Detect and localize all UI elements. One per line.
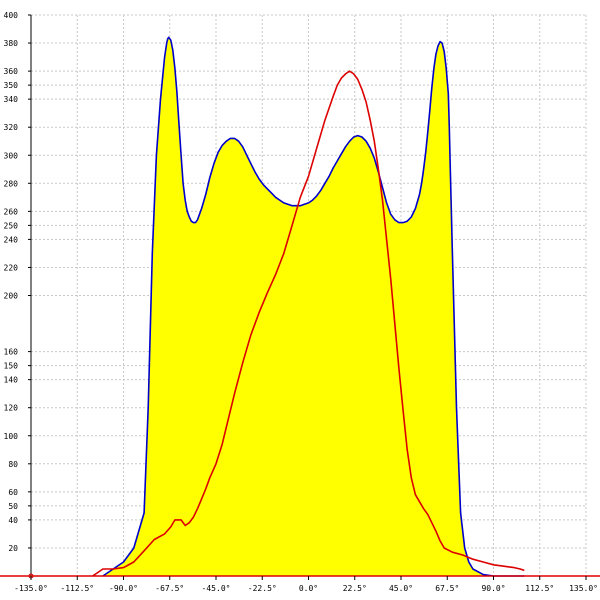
y-tick-label: 280 (4, 179, 19, 188)
y-tick-label: 350 (4, 81, 19, 90)
y-tick-label: 360 (4, 67, 19, 76)
y-tick-label: 120 (4, 404, 19, 413)
label-layer: -135.0° -112.5° -90.0° -67.5° -45.0° -22.5° 0.… (4, 11, 598, 593)
y-tick-label: 160 (4, 348, 19, 357)
y-tick-label: 400 (4, 11, 19, 20)
y-tick-label: 40 (8, 516, 18, 525)
x-tick-label: -45.0° (202, 584, 231, 593)
x-tick-label: 90.0° (481, 584, 505, 593)
y-tick-label: 50 (8, 502, 18, 511)
y-tick-label: 300 (4, 151, 19, 160)
x-tick-label: -135.0° (14, 584, 48, 593)
x-tick-label: 22.5° (343, 584, 367, 593)
line-layer (92, 36, 525, 577)
y-tick-label: 150 (4, 362, 19, 371)
x-tick-label: 0.0° (299, 584, 318, 593)
y-tick-label: 320 (4, 123, 19, 132)
x-tick-label: -90.0° (109, 584, 138, 593)
series-0-line (102, 36, 525, 577)
y-tick-label: 60 (8, 488, 18, 497)
y-tick-label: 140 (4, 376, 19, 385)
x-tick-label: 67.5° (435, 584, 459, 593)
axis-layer (0, 14, 600, 580)
y-tick-label: 250 (4, 221, 19, 230)
y-tick-label: 100 (4, 432, 19, 441)
y-tick-label: 340 (4, 95, 19, 104)
x-tick-label: -67.5° (155, 584, 184, 593)
y-tick-label: 20 (8, 544, 18, 553)
x-tick-label: 45.0° (389, 584, 413, 593)
y-tick-label: 380 (4, 39, 19, 48)
series-0-area (102, 37, 525, 576)
x-tick-label: -22.5° (248, 584, 277, 593)
y-tick-label: 260 (4, 207, 19, 216)
x-tick-label: 135.0° (569, 584, 598, 593)
x-tick-label: 112.5° (525, 584, 554, 593)
series-1-line (92, 70, 525, 577)
x-tick-label: -112.5° (60, 584, 94, 593)
y-tick-label: 200 (4, 292, 19, 301)
y-tick-label: 240 (4, 235, 19, 244)
area-layer (102, 37, 525, 576)
y-tick-label: 80 (8, 460, 18, 469)
y-tick-label: 220 (4, 263, 19, 272)
